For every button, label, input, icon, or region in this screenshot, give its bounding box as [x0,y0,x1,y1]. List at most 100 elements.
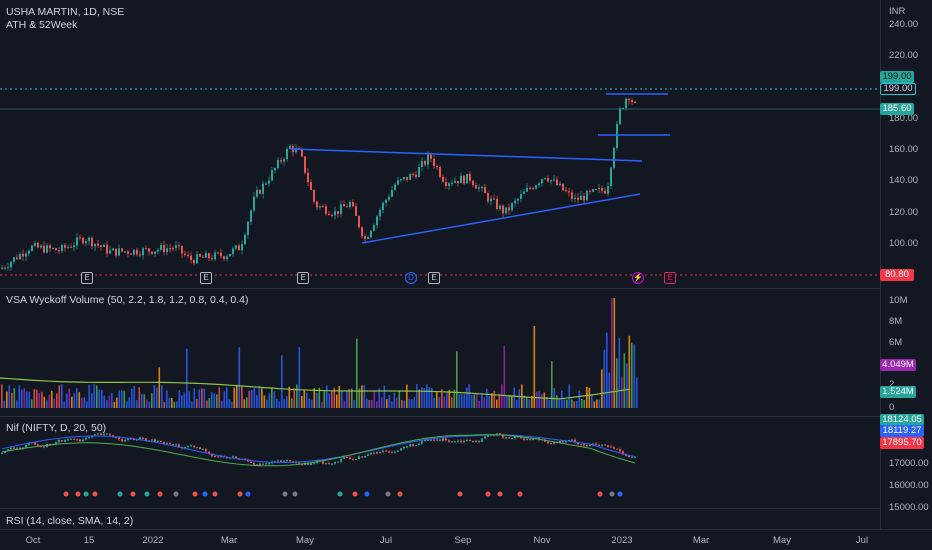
nifty-candle [370,452,372,455]
price-candle [343,204,345,207]
volume-bar [198,389,201,408]
nifty-candle [4,451,6,454]
pane-separator-volume[interactable] [0,288,880,289]
nifty-candle [466,440,468,442]
price-candle [409,174,411,180]
earnings-marker-3[interactable]: E [297,272,309,284]
nifty-candle [487,435,489,437]
nifty-indicator-title[interactable]: Nif (NIFTY, D, 20, 50) [6,422,107,434]
volume-bar [128,397,131,408]
nifty-candle [106,433,108,435]
volume-bar [571,399,573,408]
nifty-candle [421,441,423,444]
nifty-candle [379,451,381,453]
price-candle [151,251,153,254]
price-candle [604,190,606,194]
volume-bar [336,394,338,408]
dividend-marker[interactable]: D [405,272,417,284]
nifty-candle [307,462,309,465]
nifty-candle [94,434,96,436]
price-axis-label: 240.00 [889,18,919,30]
nifty-candle [154,439,156,442]
earnings-marker-4[interactable]: E [428,272,440,284]
volume-bar [606,332,608,408]
volume-bar [616,358,618,408]
volume-bar [551,361,553,408]
volume-bar [238,347,241,408]
pane-separator-nifty[interactable] [0,416,880,417]
volume-bar [61,384,63,408]
price-candle [274,167,276,171]
price-candle [589,190,591,192]
earnings-marker-2[interactable]: E [200,272,212,284]
nifty-candle [427,439,429,441]
nifty-candle [172,444,174,446]
volume-bar [511,395,513,408]
nifty-candle [469,440,471,442]
price-candle [103,244,105,248]
volume-bar [308,398,311,408]
volume-bar [261,388,263,408]
price-candle [427,154,429,165]
volume-bar [171,398,173,408]
price-candle [325,206,327,214]
nifty-candle [187,446,189,448]
earnings-marker-1[interactable]: E [81,272,93,284]
price-candle [541,179,543,184]
nifty-candle [397,450,399,452]
price-candle [79,237,81,239]
volume-bar [246,397,248,408]
volume-bar [156,387,158,408]
nifty-candle [289,460,291,462]
signal-dot [617,491,623,497]
price-candle [199,254,201,257]
price-axis-label: 100.00 [889,238,919,249]
volume-bar [293,388,296,408]
volume-indicator-title[interactable]: VSA Wyckoff Volume (50, 2.2, 1.8, 1.2, 0… [6,294,249,306]
low52-price-tag: 80.80 [880,269,914,281]
price-candle [82,237,84,244]
ath-indicator-label[interactable]: ATH & 52Week [6,19,78,31]
nifty-candle [280,460,282,462]
earnings-marker-upcoming[interactable]: E [664,272,676,284]
price-candle [463,175,465,184]
volume-bar [568,384,571,408]
signal-dot [202,491,208,497]
volume-bar [46,400,48,408]
rsi-indicator-title[interactable]: RSI (14, close, SMA, 14, 2) [6,515,134,527]
price-candle [322,206,324,208]
nifty-axis-17000: 17000.00 [889,458,929,469]
volume-bar [506,395,508,408]
signal-dot [192,491,198,497]
nifty-candle [580,444,582,446]
price-candle [403,177,405,180]
nifty-candle [391,452,393,454]
price-candle [70,246,72,248]
price-candle [106,244,108,254]
price-candle [1,267,3,270]
price-candle [250,210,252,222]
price-candle [478,187,480,189]
nifty-candle [178,444,180,447]
volume-bar [608,372,611,408]
price-candle [382,202,384,210]
split-marker-icon[interactable]: ⚡ [632,272,644,284]
nifty-candle [250,461,252,463]
volume-bar [163,401,166,408]
price-candle [484,187,486,194]
price-candle [124,251,126,253]
volume-bar [543,392,546,408]
pane-separator-rsi[interactable] [0,508,880,509]
volume-bar [221,400,223,408]
volume-bar [383,385,386,408]
nifty-candle [130,438,132,440]
price-candle [415,174,417,177]
price-candle [625,98,627,108]
nifty-candle [340,458,342,462]
symbol-title[interactable]: USHA MARTIN, 1D, NSE [6,6,125,18]
price-candle [376,216,378,226]
price-candle [595,189,597,191]
price-candle [622,107,624,109]
price-candle [145,248,147,250]
